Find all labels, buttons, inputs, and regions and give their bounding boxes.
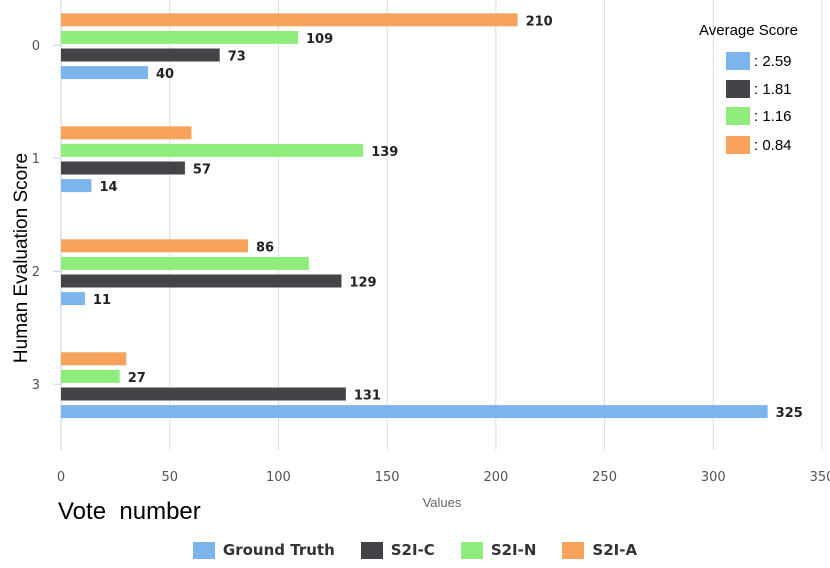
legend-label: S2I-C [390, 541, 435, 559]
bar-value-label: 57 [193, 163, 211, 178]
vote-number-label: Vote number [58, 498, 201, 525]
average-score-row: : 0.84 [726, 135, 792, 155]
legend-label: S2I-A [592, 541, 638, 559]
y-axis: 0 1 2 3 [32, 0, 62, 450]
legend-swatch [360, 541, 383, 559]
average-score-value: : 1.81 [754, 80, 792, 98]
gridlines [60, 0, 823, 450]
bar-value-label: 86 [256, 240, 274, 255]
series-legend: Ground Truth S2I-C S2I-N S2I-A [0, 541, 830, 559]
bar-value-label: 210 [526, 14, 553, 29]
x-tick-label: 250 [592, 470, 617, 485]
bar [61, 256, 309, 270]
average-score-row: : 2.59 [726, 51, 792, 71]
y-tick-label: 2 [32, 265, 40, 280]
average-score-swatch [726, 107, 750, 125]
legend-label: Ground Truth [222, 541, 335, 559]
average-score-value: : 0.84 [754, 136, 792, 154]
bar-labels: 210 109 73 40 139 57 14 86 129 11 27 131 325 [93, 14, 803, 421]
x-axis-title: Values [423, 495, 462, 510]
bar [61, 126, 192, 140]
legend-item-s2i-c[interactable]: S2I-C [360, 541, 435, 559]
legend-label: S2I-N [490, 541, 537, 559]
bar [61, 143, 364, 157]
average-score-row: : 1.81 [726, 79, 792, 99]
bar [61, 274, 342, 288]
bar-value-label: 131 [354, 389, 381, 404]
bar-value-label: 325 [776, 406, 803, 421]
x-tick-label: 50 [161, 470, 178, 485]
average-score-swatch [726, 80, 750, 98]
average-score-swatch [726, 52, 750, 70]
x-axis: 0 50 100 150 200 250 300 350 [57, 470, 830, 485]
y-tick-label: 3 [32, 378, 40, 393]
bar [61, 292, 85, 306]
legend-swatch [460, 541, 483, 559]
x-tick-label: 200 [483, 470, 508, 485]
bar-value-label: 109 [306, 32, 333, 47]
x-tick-label: 150 [375, 470, 400, 485]
y-axis-title: Human Evaluation Score [11, 153, 32, 363]
average-score-value: : 2.59 [754, 52, 792, 70]
bar [61, 387, 346, 401]
average-score-value: : 1.16 [754, 107, 792, 125]
bars [61, 13, 768, 419]
average-score-swatch [726, 136, 750, 154]
average-score-row: : 1.16 [726, 106, 792, 126]
x-tick-label: 100 [266, 470, 291, 485]
x-tick-label: 300 [701, 470, 726, 485]
bar-value-label: 11 [93, 293, 111, 308]
bar [61, 66, 148, 80]
legend-item-ground-truth[interactable]: Ground Truth [192, 541, 335, 559]
legend-item-s2i-a[interactable]: S2I-A [562, 541, 637, 559]
bar-value-label: 14 [99, 180, 117, 195]
legend-swatch [562, 541, 585, 559]
bar [61, 161, 185, 175]
bar-value-label: 27 [128, 371, 146, 386]
y-tick-label: 1 [32, 152, 40, 167]
x-tick-label: 0 [57, 470, 65, 485]
legend-swatch [192, 541, 215, 559]
average-score-title: Average Score [699, 22, 798, 39]
y-tick-label: 0 [32, 39, 40, 54]
bar-value-label: 73 [228, 50, 246, 65]
bar-value-label: 139 [371, 145, 398, 160]
bar [61, 30, 298, 44]
bar-value-label: 129 [349, 276, 376, 291]
bar [61, 13, 518, 27]
bar [61, 405, 768, 419]
bar [61, 48, 220, 62]
bar [61, 179, 92, 193]
bar [61, 352, 127, 366]
average-score-legend: Average Score : 2.59 : 1.81 : 1.16 : 0.8… [699, 20, 824, 154]
legend-item-s2i-n[interactable]: S2I-N [460, 541, 537, 559]
x-tick-label: 350 [810, 470, 830, 485]
bar [61, 369, 120, 383]
bar [61, 239, 248, 253]
bar-value-label: 40 [156, 67, 174, 82]
